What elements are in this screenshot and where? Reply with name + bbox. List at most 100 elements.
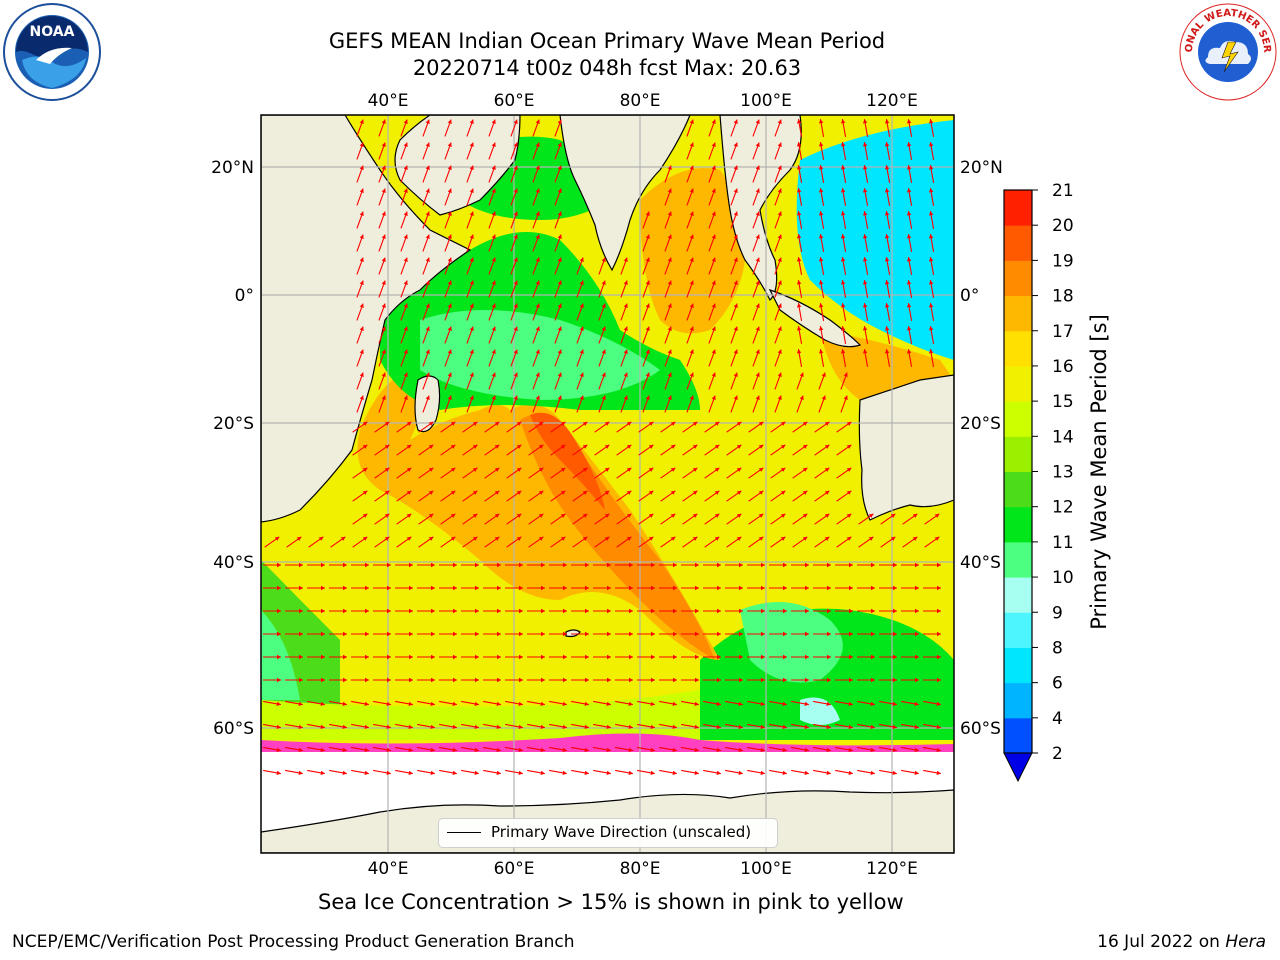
wave-direction-arrowhead [425, 234, 430, 240]
wave-direction-arrowhead [928, 188, 934, 193]
lon-label-bottom: 60°E [494, 859, 535, 879]
wave-direction-arrowhead [428, 513, 434, 518]
wave-direction-arrowhead [840, 349, 846, 354]
wave-direction-arrowhead [783, 562, 787, 568]
wave-direction-arrowhead [672, 724, 677, 730]
wave-direction-arrowhead [826, 724, 831, 730]
wave-direction-arrowhead [409, 654, 413, 660]
wave-direction-arrowhead [540, 747, 545, 753]
wave-direction-arrowhead [381, 119, 386, 125]
wave-direction-arrowhead [381, 303, 386, 309]
wave-direction-arrowhead [535, 395, 540, 401]
wave-direction-arrowhead [403, 165, 408, 171]
wave-direction-arrowhead [928, 165, 934, 170]
wave-direction-arrowhead [364, 770, 369, 776]
africa-land [261, 115, 472, 523]
wave-direction-arrowhead [755, 326, 760, 332]
lon-label-top: 80°E [620, 91, 661, 111]
lat-label-right: 60°S [960, 719, 1001, 739]
wave-direction-arrowhead [892, 701, 897, 707]
wave-direction-arrowhead [277, 585, 281, 591]
wave-direction-arrowhead [299, 562, 303, 568]
wave-direction-arrowhead [604, 490, 610, 495]
wave-direction-arrowhead [516, 536, 522, 541]
wave-direction-arrowhead [739, 677, 743, 683]
wave-direction-arrowhead [535, 142, 540, 148]
colorbar-segment [1004, 330, 1032, 367]
wave-direction-arrowhead [738, 770, 743, 776]
wave-direction-arrowhead [318, 536, 324, 541]
wave-direction-arrowhead [409, 585, 413, 591]
wave-direction-arrowhead [607, 654, 611, 660]
wave-direction-arrowhead [862, 257, 868, 262]
wave-direction-arrowhead [717, 608, 721, 614]
wave-direction-arrowhead [884, 326, 890, 331]
wave-direction-arrowhead [843, 372, 848, 378]
wave-direction-arrowhead [447, 303, 452, 309]
colorbar-segment [1004, 717, 1032, 754]
wave-direction-arrowhead [362, 467, 368, 472]
wave-direction-arrowhead [692, 536, 698, 541]
wave-direction-arrowhead [557, 165, 562, 171]
wave-direction-arrowhead [472, 467, 478, 472]
wave-direction-arrowhead [739, 562, 743, 568]
wave-direction-arrowhead [623, 303, 628, 309]
wave-direction-arrowhead [557, 211, 562, 217]
wave-direction-arrowhead [562, 770, 567, 776]
wave-direction-arrowhead [840, 119, 846, 124]
wave-direction-arrowhead [937, 654, 941, 660]
wave-direction-arrowhead [739, 608, 743, 614]
wave-direction-arrowhead [277, 562, 281, 568]
wave-direction-arrowhead [733, 234, 738, 240]
wave-direction-arrowhead [623, 257, 628, 263]
wave-direction-arrowhead [736, 421, 742, 426]
wave-direction-arrowhead [824, 536, 830, 541]
wave-direction-arrowhead [645, 349, 650, 355]
wave-direction-arrowhead [667, 188, 672, 194]
wave-direction-arrowhead [777, 349, 782, 355]
wave-direction-arrowhead [516, 421, 522, 426]
wave-direction-arrowhead [739, 654, 743, 660]
wave-direction-arrowhead [359, 234, 364, 240]
colorbar-tick-label: 10 [1052, 568, 1074, 588]
wave-direction-arrowhead [472, 536, 478, 541]
wave-direction-arrowhead [628, 770, 633, 776]
wave-direction-arrowhead [928, 119, 934, 124]
wave-direction-arrowhead [557, 188, 562, 194]
wave-direction-arrowhead [804, 701, 809, 707]
wave-direction-arrowhead [497, 631, 501, 637]
wave-direction-arrowhead [601, 326, 606, 332]
wave-direction-arrowhead [733, 165, 738, 171]
wave-direction-arrowhead [562, 724, 567, 730]
wave-direction-arrowhead [403, 188, 408, 194]
wave-direction-arrowhead [802, 467, 808, 472]
wave-direction-arrowhead [755, 211, 760, 217]
colorbar-segment [1004, 506, 1032, 543]
wave-direction-arrowhead [452, 770, 457, 776]
lon-label-bottom: 120°E [866, 859, 918, 879]
wave-direction-arrowhead [928, 142, 934, 147]
wave-direction-arrowhead [689, 142, 694, 148]
wave-direction-arrowhead [733, 395, 738, 401]
wave-direction-arrowhead [840, 303, 846, 308]
colorbar-segment [1004, 471, 1032, 508]
wave-direction-arrowhead [563, 654, 567, 660]
wave-direction-arrowhead [560, 513, 566, 518]
wave-direction-arrowhead [796, 257, 802, 262]
wave-direction-arrowhead [694, 747, 699, 753]
wave-direction-arrowhead [540, 701, 545, 707]
wave-direction-arrowhead [474, 747, 479, 753]
wave-direction-arrowhead [277, 631, 281, 637]
wave-direction-arrowhead [535, 211, 540, 217]
wave-direction-arrowhead [516, 513, 522, 518]
wave-direction-arrowhead [601, 395, 606, 401]
wave-direction-arrowhead [782, 747, 787, 753]
wave-direction-arrowhead [848, 747, 853, 753]
wave-direction-arrowhead [359, 142, 364, 148]
wave-direction-arrowhead [513, 372, 518, 378]
wave-direction-arrowhead [518, 747, 523, 753]
wave-direction-arrowhead [447, 349, 452, 355]
wave-direction-arrowhead [406, 444, 412, 449]
wave-direction-arrowhead [516, 467, 522, 472]
wave-direction-arrowhead [469, 142, 474, 148]
